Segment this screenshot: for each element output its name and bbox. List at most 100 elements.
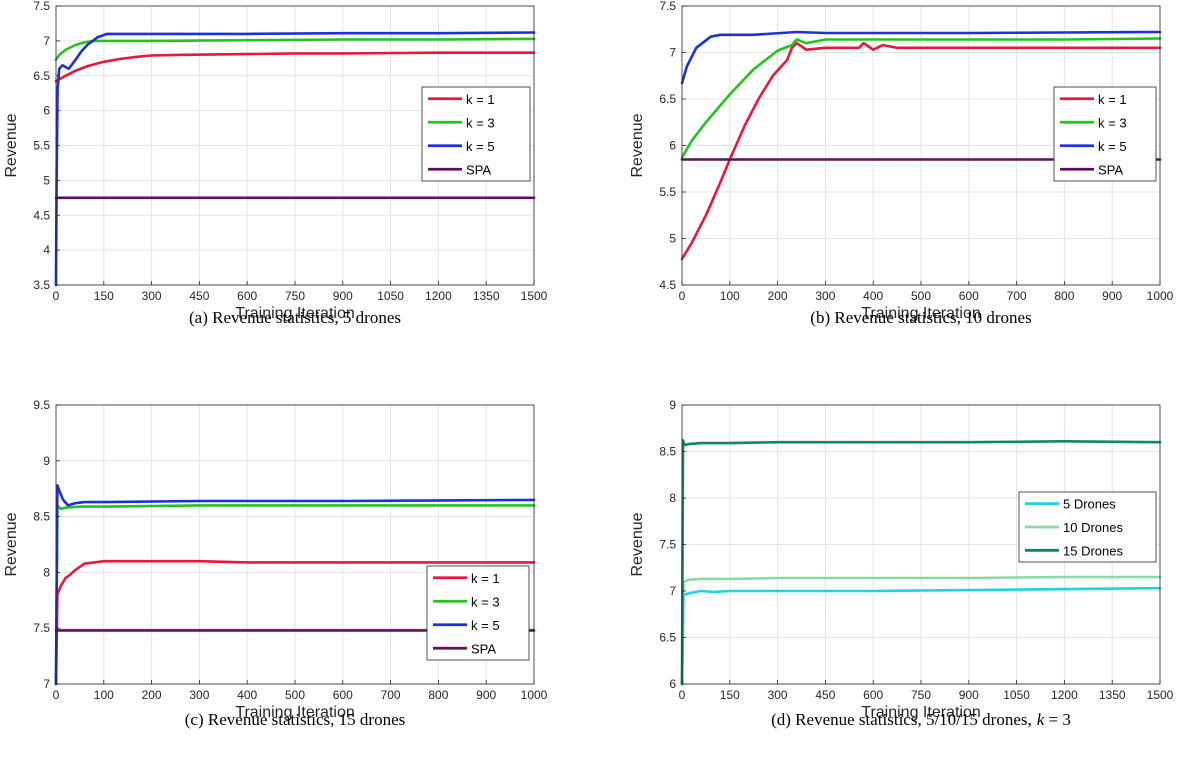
legend-entry: k = 5: [1098, 139, 1127, 154]
legend-entry: SPA: [1098, 162, 1123, 177]
y-axis-label: Revenue: [629, 512, 646, 576]
legend-entry: SPA: [466, 162, 491, 177]
x-tick-label: 500: [285, 688, 305, 702]
x-tick-label: 1500: [521, 289, 548, 303]
x-tick-label: 900: [333, 289, 353, 303]
y-axis-label: Revenue: [3, 113, 20, 177]
x-tick-label: 900: [959, 688, 979, 702]
x-tick-label: 200: [768, 289, 788, 303]
x-axis-label: Training Iteration: [861, 704, 980, 721]
x-tick-label: 0: [679, 688, 686, 702]
y-tick-label: 7.5: [659, 538, 676, 552]
x-tick-label: 0: [53, 688, 60, 702]
legend-entry: 15 Drones: [1063, 543, 1123, 558]
y-tick-label: 7: [43, 34, 50, 48]
legend-box: [421, 86, 531, 182]
x-tick-label: 1200: [1051, 688, 1078, 702]
y-tick-label: 6.5: [33, 69, 50, 83]
legend-box: [1053, 86, 1157, 182]
x-tick-label: 300: [815, 289, 835, 303]
series-line-k-3: [54, 37, 536, 62]
legend-entry: k = 5: [471, 618, 500, 633]
legend-entry: k = 1: [471, 571, 500, 586]
y-tick-label: 9: [669, 398, 676, 412]
x-tick-label: 900: [476, 688, 496, 702]
chart-panel-3: 0 100 200 300 400 500 600 700 800 900 1000 7 7.5 8 8.5…: [3, 398, 548, 729]
caption-k-tail: = 3: [1044, 710, 1071, 729]
y-tick-label: 7: [669, 46, 676, 60]
legend-entry: k = 1: [1098, 92, 1127, 107]
caption-k: k: [1037, 710, 1045, 729]
x-tick-label: 800: [428, 688, 448, 702]
x-tick-label: 600: [863, 688, 883, 702]
y-axis-label: Revenue: [629, 113, 646, 177]
y-tick-label: 5.5: [659, 185, 676, 199]
y-tick-label: 4.5: [33, 208, 50, 222]
y-tick-label: 5: [43, 173, 50, 187]
y-tick-label: 8: [669, 491, 676, 505]
legend-box: [426, 565, 530, 661]
x-tick-label: 700: [1007, 289, 1027, 303]
subfigure-caption: (a) Revenue statistics, 5 drones: [189, 308, 401, 327]
y-tick-label: 6.5: [659, 92, 676, 106]
legend-entry: k = 3: [1098, 115, 1127, 130]
chart-panel-2: 0 100 200 300 400 500 600 700 800 900 1000 4.5 5 5.5 6…: [629, 0, 1174, 327]
x-tick-label: 750: [911, 688, 931, 702]
x-tick-label: 1050: [1003, 688, 1030, 702]
x-tick-label: 150: [94, 289, 114, 303]
y-tick-label: 5.5: [33, 139, 50, 153]
x-tick-label: 700: [381, 688, 401, 702]
x-tick-label: 150: [720, 688, 740, 702]
x-tick-label: 300: [142, 289, 162, 303]
series-line-10-drones: [680, 575, 1162, 686]
legend: k = 1 k = 3 k = 5 SPA: [421, 86, 531, 182]
legend-entry: k = 3: [471, 594, 500, 609]
series-line-k-5: [54, 484, 536, 686]
y-tick-label: 9.5: [33, 398, 50, 412]
y-tick-label: 6: [669, 677, 676, 691]
x-tick-label: 1000: [1147, 289, 1174, 303]
series-line-k-1: [54, 559, 536, 686]
x-axis-label: Training Iteration: [861, 305, 980, 322]
series-line-15-drones: [680, 438, 1162, 686]
y-tick-label: 9: [43, 454, 50, 468]
x-tick-label: 500: [911, 289, 931, 303]
y-axis-label: Revenue: [3, 512, 20, 576]
x-tick-label: 1000: [521, 688, 548, 702]
x-tick-label: 400: [237, 688, 257, 702]
y-tick-label: 5: [669, 232, 676, 246]
subfigure-caption: (b) Revenue statistics, 10 drones: [810, 308, 1031, 327]
x-tick-label: 450: [815, 688, 835, 702]
subfigure-caption: (c) Revenue statistics, 15 drones: [185, 710, 405, 729]
y-tick-label: 7: [43, 677, 50, 691]
y-tick-label: 4: [43, 243, 50, 257]
series-line-k-5: [680, 30, 1162, 85]
y-tick-label: 7.5: [659, 0, 676, 13]
y-tick-label: 7.5: [33, 0, 50, 13]
x-axis-label: Training Iteration: [235, 305, 354, 322]
x-tick-label: 200: [142, 688, 162, 702]
x-tick-label: 800: [1054, 289, 1074, 303]
y-tick-label: 6: [43, 104, 50, 118]
y-tick-label: 8.5: [659, 445, 676, 459]
x-tick-label: 600: [237, 289, 257, 303]
x-tick-label: 0: [53, 289, 60, 303]
chart-panel-4: 0 150 300 450 600 750 900 1050 1200 1350 1500 6 6.5 7…: [629, 398, 1174, 729]
x-tick-label: 1350: [473, 289, 500, 303]
x-tick-label: 1500: [1147, 688, 1174, 702]
x-tick-label: 750: [285, 289, 305, 303]
series-line-5-drones: [680, 586, 1162, 686]
y-tick-label: 7: [669, 584, 676, 598]
x-tick-label: 600: [959, 289, 979, 303]
x-tick-label: 600: [333, 688, 353, 702]
y-tick-label: 8.5: [33, 510, 50, 524]
chart-panel-1: 0 150 300 450 600 750 900 1050 1200 1350 1500 3.5 4 4…: [3, 0, 548, 327]
x-tick-label: 400: [863, 289, 883, 303]
legend-entry: k = 1: [466, 92, 495, 107]
x-tick-label: 1350: [1099, 688, 1126, 702]
x-tick-label: 300: [189, 688, 209, 702]
y-tick-label: 8: [43, 565, 50, 579]
legend-entry: SPA: [471, 641, 496, 656]
legend-entry: k = 5: [466, 139, 495, 154]
